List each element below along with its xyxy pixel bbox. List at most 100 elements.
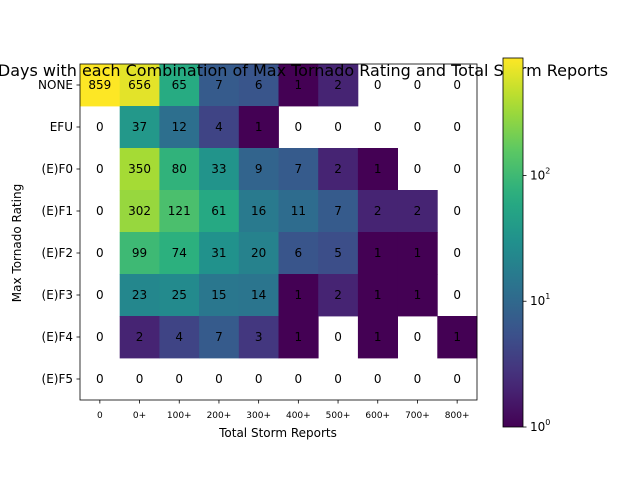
heatmap-cell — [119, 64, 160, 107]
cell-value-label: 2 — [334, 288, 342, 302]
y-tick-label: (E)F0 — [42, 162, 73, 176]
cell-value-label: 12 — [172, 120, 187, 134]
heatmap-cell — [318, 148, 359, 191]
cell-value-label: 1 — [414, 288, 422, 302]
cell-value-label: 2 — [414, 204, 422, 218]
cell-value-label: 0 — [96, 246, 104, 260]
cell-value-label: 0 — [334, 120, 342, 134]
x-tick-label: 0+ — [133, 411, 146, 421]
colorbar-tick-label: 102 — [530, 166, 550, 182]
cell-value-label: 1 — [453, 330, 461, 344]
heatmap-cell — [80, 64, 121, 107]
y-tick-label: NONE — [38, 78, 73, 92]
cell-value-label: 9 — [255, 162, 263, 176]
cell-value-label: 20 — [251, 246, 266, 260]
cell-value-label: 5 — [334, 246, 342, 260]
cell-value-label: 121 — [168, 204, 191, 218]
heatmap-cell — [119, 190, 160, 233]
heatmap-cell — [278, 316, 319, 359]
cell-value-label: 2 — [334, 78, 342, 92]
x-tick-label: 800+ — [445, 411, 470, 421]
cell-value-label: 0 — [96, 204, 104, 218]
cell-value-label: 0 — [374, 78, 382, 92]
cell-value-label: 3 — [255, 330, 263, 344]
cell-value-label: 80 — [172, 162, 187, 176]
cell-value-label: 0 — [453, 162, 461, 176]
heatmap-cell — [437, 316, 478, 359]
y-tick-label: (E)F2 — [42, 246, 73, 260]
x-tick-label: 500+ — [326, 411, 351, 421]
cell-value-label: 0 — [96, 162, 104, 176]
cell-value-label: 0 — [255, 372, 263, 386]
chart-title: ew Days with each Combination of Max Tor… — [0, 61, 608, 80]
heatmap-cell — [119, 274, 160, 317]
x-tick-label: 100+ — [167, 411, 192, 421]
cell-value-label: 1 — [374, 162, 382, 176]
heatmap-cell — [238, 64, 279, 107]
cell-value-label: 1 — [414, 246, 422, 260]
heatmap-cell — [159, 232, 200, 275]
cell-value-label: 0 — [215, 372, 223, 386]
heatmap-cell — [159, 316, 200, 359]
x-tick-label: 400+ — [286, 411, 311, 421]
cell-value-label: 0 — [295, 120, 303, 134]
cell-value-label: 37 — [132, 120, 147, 134]
heatmap-cell — [199, 316, 240, 359]
y-axis-ticks: NONE EFU (E)F0 (E)F1 (E)F2 (E)F3 (E)F4 (E)F5 — [38, 78, 80, 386]
cell-value-label: 0 — [96, 288, 104, 302]
heatmap-cell — [119, 232, 160, 275]
heatmap-cell — [278, 190, 319, 233]
cell-value-label: 1 — [295, 330, 303, 344]
heatmap-cell — [238, 316, 279, 359]
cell-value-label: 7 — [215, 78, 223, 92]
heatmap-cell — [159, 148, 200, 191]
heatmap-cell — [318, 64, 359, 107]
heatmap-cell — [397, 190, 438, 233]
cell-value-label: 0 — [414, 330, 422, 344]
y-tick-label: (E)F5 — [42, 372, 73, 386]
cell-value-label: 0 — [374, 372, 382, 386]
cell-value-label: 0 — [334, 330, 342, 344]
heatmap-cell — [357, 232, 398, 275]
cell-value-label: 2 — [334, 162, 342, 176]
cell-value-label: 7 — [295, 162, 303, 176]
cell-value-label: 4 — [215, 120, 223, 134]
cell-value-label: 7 — [215, 330, 223, 344]
heatmap-cell — [199, 106, 240, 149]
cell-value-label: 350 — [128, 162, 151, 176]
heatmap-cell — [318, 232, 359, 275]
heatmap-cell — [278, 274, 319, 317]
heatmap-cell — [357, 274, 398, 317]
colorbar-tick-label: 101 — [530, 292, 550, 308]
heatmap-cell — [119, 148, 160, 191]
cell-value-label: 2 — [136, 330, 144, 344]
cell-value-label: 0 — [414, 78, 422, 92]
cell-value-label: 7 — [334, 204, 342, 218]
heatmap-cells — [80, 64, 478, 359]
heatmap-cell — [397, 274, 438, 317]
cell-value-label: 23 — [132, 288, 147, 302]
heatmap-cell — [357, 190, 398, 233]
y-tick-label: (E)F4 — [42, 330, 73, 344]
cell-value-label: 6 — [255, 78, 263, 92]
heatmap-cell — [238, 106, 279, 149]
x-tick-label: 700+ — [405, 411, 430, 421]
y-tick-label: EFU — [50, 120, 73, 134]
cell-value-label: 0 — [96, 120, 104, 134]
heatmap-cell — [199, 274, 240, 317]
heatmap-cell — [357, 148, 398, 191]
cell-value-label: 6 — [295, 246, 303, 260]
cell-value-label: 1 — [295, 288, 303, 302]
colorbar-ticks: 100 101 102 — [523, 166, 550, 434]
cell-value-labels: 859 656 65 7 6 1 2 0 0 00 37 12 4 1 0 0 0 0 00 350 80 33 9 7 2 1 0… — [88, 78, 461, 386]
heatmap-cell — [238, 274, 279, 317]
heatmap-cell — [199, 148, 240, 191]
cell-value-label: 0 — [453, 288, 461, 302]
heatmap-cell — [159, 274, 200, 317]
cell-value-label: 16 — [251, 204, 266, 218]
heatmap-cell — [159, 106, 200, 149]
cell-value-label: 0 — [453, 120, 461, 134]
cell-value-label: 0 — [96, 330, 104, 344]
cell-value-label: 1 — [374, 246, 382, 260]
